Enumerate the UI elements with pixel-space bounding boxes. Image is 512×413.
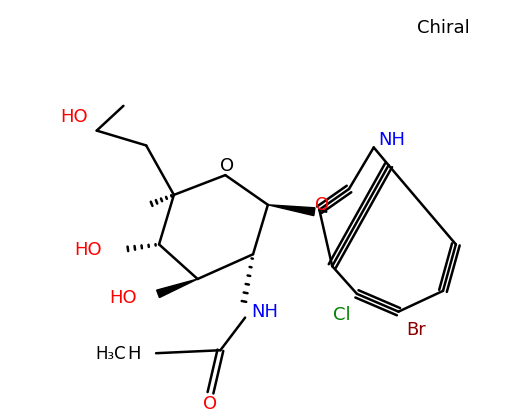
Text: NH: NH [379, 131, 406, 149]
Text: Br: Br [407, 320, 426, 339]
Text: Chiral: Chiral [417, 19, 470, 37]
Text: HO: HO [110, 288, 137, 306]
Text: Cl: Cl [333, 305, 351, 323]
Polygon shape [268, 205, 315, 216]
Text: O: O [315, 195, 329, 213]
Text: HO: HO [60, 107, 88, 126]
Text: H₃C: H₃C [96, 344, 126, 362]
Text: O: O [203, 394, 218, 412]
Text: NH: NH [251, 302, 278, 320]
Text: H: H [127, 344, 141, 362]
Text: HO: HO [74, 241, 101, 259]
Text: O: O [220, 157, 234, 175]
Polygon shape [157, 279, 198, 298]
